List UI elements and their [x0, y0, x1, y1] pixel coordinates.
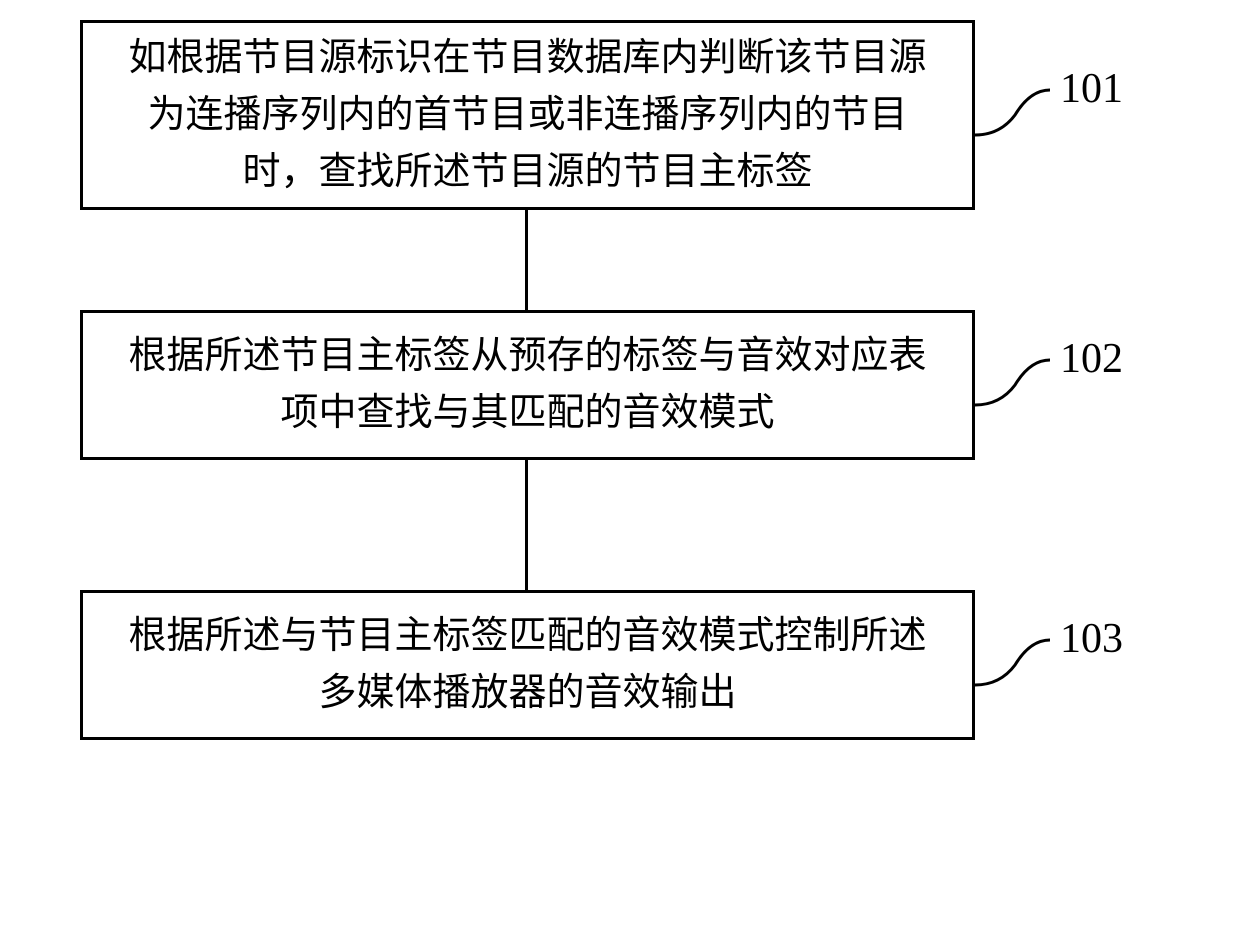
step-box-3: 根据所述与节目主标签匹配的音效模式控制所述多媒体播放器的音效输出: [80, 590, 975, 740]
step-label-1: 101: [1060, 65, 1123, 113]
label-group-3: 103: [975, 630, 1115, 700]
step-box-2: 根据所述节目主标签从预存的标签与音效对应表项中查找与其匹配的音效模式: [80, 310, 975, 460]
step-label-3: 103: [1060, 615, 1123, 663]
step-text-3: 根据所述与节目主标签匹配的音效模式控制所述多媒体播放器的音效输出: [113, 608, 942, 722]
step-label-2: 102: [1060, 335, 1123, 383]
step-text-2: 根据所述节目主标签从预存的标签与音效对应表项中查找与其匹配的音效模式: [113, 328, 942, 442]
step-text-1: 如根据节目源标识在节目数据库内判断该节目源为连播序列内的首节目或非连播序列内的节…: [113, 30, 942, 201]
connector-2-3: [525, 460, 528, 590]
step-box-1: 如根据节目源标识在节目数据库内判断该节目源为连播序列内的首节目或非连播序列内的节…: [80, 20, 975, 210]
step-wrapper-2: 根据所述节目主标签从预存的标签与音效对应表项中查找与其匹配的音效模式 102: [80, 310, 1180, 460]
step-wrapper-3: 根据所述与节目主标签匹配的音效模式控制所述多媒体播放器的音效输出 103: [80, 590, 1180, 740]
label-group-1: 101: [975, 80, 1115, 150]
connector-1-2: [525, 210, 528, 310]
step-wrapper-1: 如根据节目源标识在节目数据库内判断该节目源为连播序列内的首节目或非连播序列内的节…: [80, 20, 1180, 210]
label-group-2: 102: [975, 350, 1115, 420]
flowchart-container: 如根据节目源标识在节目数据库内判断该节目源为连播序列内的首节目或非连播序列内的节…: [80, 20, 1180, 740]
